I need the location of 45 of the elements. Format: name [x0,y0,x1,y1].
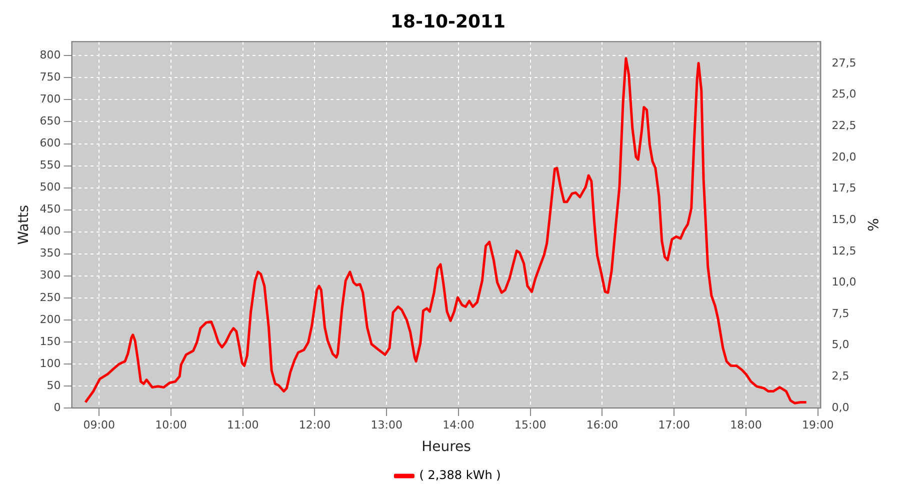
y-axis-title: Watts [16,204,32,245]
y2-tick-label: 20,0 [832,150,856,164]
x-tick-label: 15:00 [514,418,546,432]
x-axis-title: Heures [422,439,471,456]
y-tick-label: 400 [40,224,61,238]
y-tick-label: 200 [40,312,61,326]
y2-tick-label: 25,0 [832,88,856,101]
x-tick-label: 12:00 [298,418,331,432]
y2-axis-title: % [864,218,880,232]
y-tick-label: 700 [40,92,61,106]
y2-tick-label: 12,5 [832,244,856,258]
y-tick-label: 100 [40,356,61,370]
x-tick-label: 10:00 [155,418,187,432]
y-tick-label: 800 [40,48,61,62]
y-tick-label: 300 [40,268,61,282]
y-tick-label: 50 [46,378,61,392]
x-tick-label: 11:00 [227,418,259,432]
x-tick-label: 19:00 [802,418,834,432]
x-tick-label: 18:00 [730,418,762,432]
x-tick-label: 17:00 [658,418,690,432]
y2-tick-label: 5,0 [832,338,850,352]
y2-tick-label: 0,0 [832,400,850,414]
x-tick-label: 09:00 [83,418,115,432]
y-tick-label: 350 [40,246,61,260]
x-tick-label: 14:00 [442,418,474,432]
y-tick-label: 750 [40,70,61,84]
y2-tick-label: 22,5 [832,119,856,132]
y-tick-label: 600 [40,136,61,150]
y-tick-label: 650 [40,114,61,128]
y-tick-label: 0 [54,400,61,414]
y2-tick-label: 17,5 [832,182,856,195]
y2-tick-label: 15,0 [832,212,856,226]
legend-label: ( 2,388 kWh ) [419,468,501,482]
y2-tick-label: 27,5 [832,56,856,70]
y-tick-label: 450 [40,202,61,216]
y-tick-label: 550 [40,158,61,172]
y2-tick-label: 10,0 [832,276,856,289]
x-tick-label: 13:00 [370,418,402,432]
chart-title: 18-10-2011 [390,11,506,32]
y2-tick-label: 7,5 [832,306,850,320]
y-tick-label: 500 [40,180,61,194]
x-tick-label: 16:00 [586,418,618,432]
y2-tick-label: 2,5 [832,370,850,383]
y-tick-label: 150 [40,334,61,348]
y-tick-label: 250 [40,290,61,304]
